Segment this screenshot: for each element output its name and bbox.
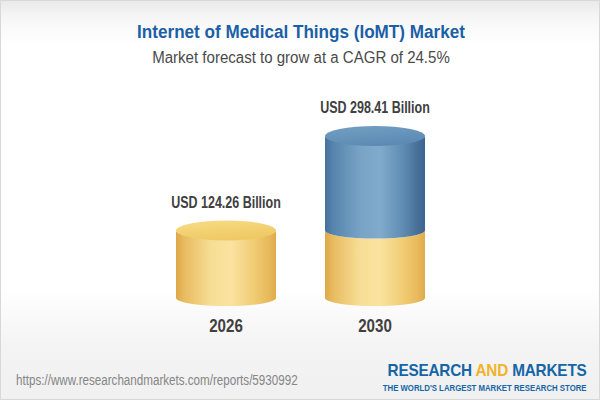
research-and-markets-logo: RESEARCH AND MARKETS THE WORLD'S LARGEST… — [338, 361, 587, 393]
logo-word-markets: MARKETS — [513, 361, 587, 380]
bar-year-label-2026: 2026 — [142, 316, 310, 337]
cylinder-top-2030 — [325, 126, 425, 146]
iomt-market-infographic: Internet of Medical Things (IoMT) Market… — [0, 0, 600, 400]
cylinder-segment-2030-gold — [325, 231, 425, 306]
bar-value-label-2030: USD 298.41 Billion — [289, 99, 461, 117]
cylinder-segment-2026-gold — [176, 231, 276, 306]
bar-value-label-2026: USD 124.26 Billion — [140, 194, 312, 212]
cylinder-segment-2030-blue — [325, 136, 425, 239]
source-url[interactable]: https://www.researchandmarkets.com/repor… — [16, 372, 298, 388]
logo-tagline: THE WORLD'S LARGEST MARKET RESEARCH STOR… — [383, 382, 587, 393]
logo-word-and: AND — [476, 361, 509, 380]
bar-year-label-2030: 2030 — [291, 316, 459, 337]
cylinder-bar-chart — [1, 1, 600, 361]
cylinder-top-2026 — [176, 221, 276, 241]
logo-wordmark: RESEARCH AND MARKETS — [363, 361, 587, 381]
logo-word-research: RESEARCH — [388, 361, 472, 380]
